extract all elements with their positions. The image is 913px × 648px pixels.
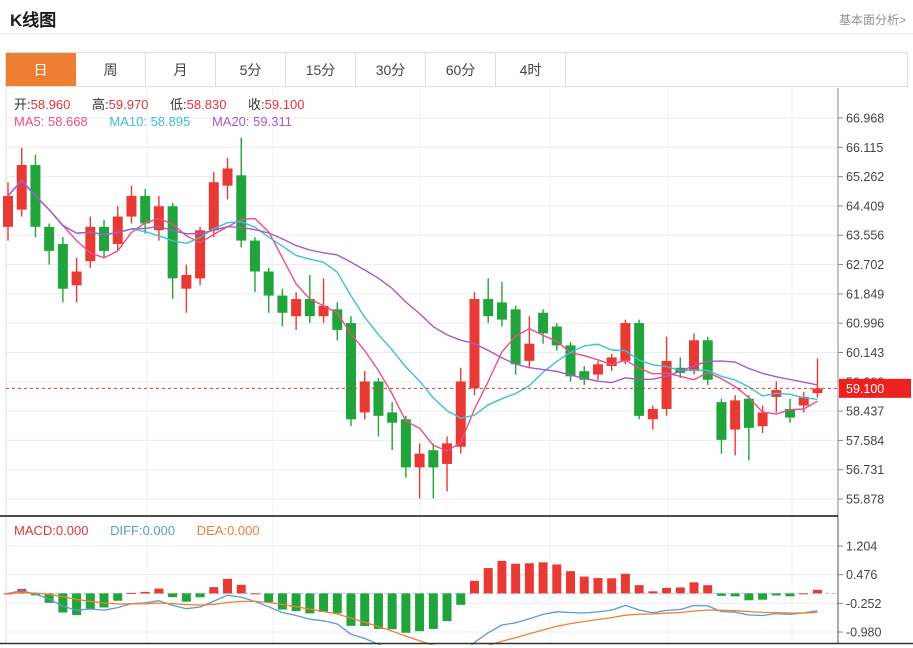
svg-text:55.878: 55.878 — [846, 493, 884, 507]
low-value: 58.830 — [186, 97, 227, 112]
svg-text:64.409: 64.409 — [846, 199, 884, 213]
interval-tabbar: 日周月 5分 15分 30分 60分 4时 — [5, 52, 908, 87]
svg-text:63.556: 63.556 — [846, 229, 884, 243]
svg-text:60.996: 60.996 — [846, 317, 884, 331]
close-label: 收: — [248, 97, 265, 112]
header-divider — [0, 33, 913, 34]
dea-value: 0.000 — [227, 523, 260, 538]
svg-text:57.584: 57.584 — [846, 434, 884, 448]
svg-text:66.115: 66.115 — [846, 141, 883, 155]
svg-text:66.968: 66.968 — [846, 112, 884, 126]
macd-header-row: MACD:0.000 DIFF:0.000 DEA:0.000 — [14, 523, 278, 538]
open-label: 开: — [14, 97, 31, 112]
macd-value: 0.000 — [55, 523, 89, 538]
ma-row: MA5: 58.668 MA10: 58.895 MA20: 59.311 — [14, 114, 310, 129]
tab-30min[interactable]: 30分 — [356, 53, 426, 86]
dea-label: DEA: — [196, 523, 228, 538]
svg-text:-0.252: -0.252 — [846, 597, 881, 611]
close-value: 59.100 — [264, 97, 305, 112]
svg-text:0.476: 0.476 — [846, 568, 877, 582]
tabbar-filler — [566, 53, 907, 86]
fundamental-analysis-link[interactable]: 基本面分析> — [838, 13, 906, 27]
svg-text:60.143: 60.143 — [846, 346, 884, 360]
tab-60min[interactable]: 60分 — [426, 53, 496, 86]
ma5-label: MA5: — [14, 114, 45, 129]
svg-text:59.100: 59.100 — [846, 382, 884, 396]
open-value: 58.960 — [30, 97, 71, 112]
tab-month[interactable]: 月 — [146, 53, 216, 86]
ma10-label: MA10: — [109, 114, 147, 129]
tab-5min[interactable]: 5分 — [216, 53, 286, 86]
ma20-value: 59.311 — [253, 114, 292, 129]
diff-value: 0.000 — [142, 523, 176, 538]
high-label: 高: — [92, 97, 109, 112]
tab-week[interactable]: 周 — [76, 53, 146, 86]
price-chart[interactable]: 66.968 66.115 65.262 64.409 63.556 62.702 61.8… — [0, 88, 913, 517]
svg-text:61.849: 61.849 — [846, 287, 884, 301]
tab-15min[interactable]: 15分 — [286, 53, 356, 86]
page-title: K线图 — [10, 11, 57, 30]
svg-text:-0.980: -0.980 — [846, 626, 881, 640]
ma20-label: MA20: — [211, 114, 250, 129]
svg-text:1.204: 1.204 — [846, 540, 877, 554]
ma5-value: 58.668 — [47, 114, 88, 129]
macd-label: MACD: — [14, 523, 56, 538]
tab-4hour[interactable]: 4时 — [496, 53, 566, 86]
svg-text:56.731: 56.731 — [846, 463, 884, 477]
ohlc-row: 开:58.960 高:59.970 低:58.830 收:59.100 — [14, 94, 322, 113]
tab-day[interactable]: 日 — [6, 53, 76, 86]
high-value: 59.970 — [108, 97, 149, 112]
ma10-value: 58.895 — [150, 114, 191, 129]
svg-text:65.262: 65.262 — [846, 170, 884, 184]
svg-text:62.702: 62.702 — [846, 258, 884, 272]
diff-label: DIFF: — [110, 523, 143, 538]
svg-text:58.437: 58.437 — [846, 405, 884, 419]
macd-chart[interactable]: 1.204 0.476 -0.252 -0.980 — [0, 517, 913, 645]
low-label: 低: — [170, 97, 187, 112]
